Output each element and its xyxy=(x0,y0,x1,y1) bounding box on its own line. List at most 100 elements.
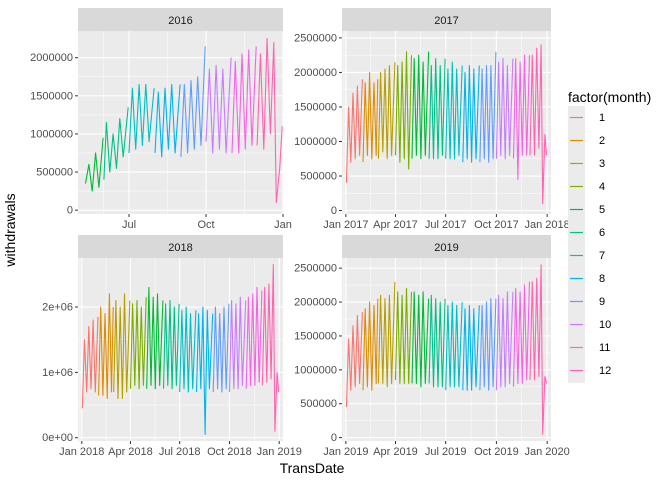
series-line-month-12 xyxy=(256,38,283,204)
y-tick-label: 0 xyxy=(331,432,337,444)
legend-item-label: 7 xyxy=(599,250,605,262)
series-lines xyxy=(81,263,280,436)
x-tick-label: Apr 2018 xyxy=(108,446,153,458)
facet-strip-label: 2017 xyxy=(434,15,458,27)
y-tick-label: 1500000 xyxy=(30,90,73,102)
facet-panel-2019: 2019 0 500000 1000000 1500000 2000000 2500000 J… xyxy=(294,235,570,458)
x-tick-label: Oct 2019 xyxy=(474,446,519,458)
legend-item-7: 7 xyxy=(570,250,605,262)
legend-item-6: 6 xyxy=(570,227,605,239)
legend-item-label: 5 xyxy=(599,204,605,216)
x-tick-label: Apr 2019 xyxy=(373,446,418,458)
legend-title: factor(month) xyxy=(568,89,651,105)
series-line-month-5 xyxy=(146,286,164,390)
y-tick-label: 500000 xyxy=(36,167,73,179)
series-line-month-6 xyxy=(162,299,180,390)
x-tick-label: Jan 2019 xyxy=(257,446,302,458)
legend-item-1: 1 xyxy=(570,112,605,124)
series-line-month-9 xyxy=(479,51,497,163)
series-line-month-11 xyxy=(512,54,531,181)
facet-strip xyxy=(342,8,551,31)
series-line-month-12 xyxy=(529,44,548,205)
series-line-month-10 xyxy=(495,58,514,160)
x-tick-label: Jul 2019 xyxy=(425,446,467,458)
series-line-month-11 xyxy=(512,281,531,387)
y-tick-label: 2000000 xyxy=(30,52,73,64)
legend-item-9: 9 xyxy=(570,296,605,308)
y-tick-label: 1000000 xyxy=(30,128,73,140)
panel-background xyxy=(78,31,283,214)
series-line-month-6 xyxy=(103,107,129,180)
y-tick-label: 2500000 xyxy=(294,32,337,44)
facet-strip-label: 2016 xyxy=(168,15,192,27)
series-line-month-10 xyxy=(205,57,232,154)
series-line-month-1 xyxy=(345,312,363,408)
x-tick-label: Oct 2018 xyxy=(207,446,252,458)
x-tick-label: Jan 2018 xyxy=(59,446,104,458)
legend-item-2: 2 xyxy=(570,135,605,147)
facet-panel-2016: 2016 0 500000 1000000 1500000 2000000 Jul Oct Ja… xyxy=(30,8,292,231)
series-line-month-8 xyxy=(462,64,480,163)
series-line-month-4 xyxy=(394,287,413,384)
facet-strip-label: 2018 xyxy=(168,242,192,254)
y-tick-label: 1500000 xyxy=(294,330,337,342)
series-line-month-2 xyxy=(362,71,379,163)
series-line-month-5 xyxy=(411,51,430,160)
legend-item-8: 8 xyxy=(570,273,605,285)
series-line-month-3 xyxy=(377,62,396,160)
x-tick-label: Oct 2017 xyxy=(474,219,519,231)
legend-item-label: 4 xyxy=(599,181,605,193)
series-line-month-12 xyxy=(529,264,548,435)
y-tick-label: 0e+00 xyxy=(42,432,73,444)
x-tick-label: Oct xyxy=(197,219,214,231)
series-line-month-4 xyxy=(129,297,147,390)
series-line-month-2 xyxy=(362,298,379,391)
facet-panel-2017: 2017 0 500000 1000000 1500000 2000000 2500000 J… xyxy=(294,8,570,231)
x-tick-label: Jan 2020 xyxy=(525,446,570,458)
series-line-month-8 xyxy=(462,304,480,391)
legend-item-label: 10 xyxy=(599,319,611,331)
x-tick-label: Jan 2019 xyxy=(323,446,368,458)
legend-item-label: 2 xyxy=(599,135,605,147)
series-line-month-7 xyxy=(179,306,197,393)
y-tick-label: 0 xyxy=(331,205,337,217)
series-lines xyxy=(345,44,548,205)
series-lines xyxy=(84,38,283,204)
facet-panel-2018: 2018 0e+00 1e+06 2e+06 Jan 2018 Apr 2018 Jul 2… xyxy=(42,235,302,458)
legend-item-4: 4 xyxy=(570,181,605,193)
y-axis-title: withdrawals xyxy=(2,193,18,267)
series-line-month-6 xyxy=(428,58,446,160)
x-tick-label: Jul 2018 xyxy=(159,446,201,458)
x-tick-label: Jan xyxy=(274,219,292,231)
y-tick-label: 500000 xyxy=(300,171,337,183)
x-tick-label: Jan 2018 xyxy=(525,219,570,231)
legend-item-label: 6 xyxy=(599,227,605,239)
facet-panels: 2016 0 500000 1000000 1500000 2000000 Jul Oct Ja… xyxy=(30,8,570,458)
series-line-month-10 xyxy=(495,291,514,391)
legend-item-label: 8 xyxy=(599,273,605,285)
y-tick-label: 2000000 xyxy=(294,67,337,79)
series-line-month-7 xyxy=(445,61,463,160)
y-tick-label: 1500000 xyxy=(294,101,337,113)
series-line-month-6 xyxy=(428,294,446,388)
x-axis-title: TransDate xyxy=(280,460,345,476)
legend-item-label: 3 xyxy=(599,158,605,170)
series-line-month-11 xyxy=(231,46,257,154)
legend-item-label: 11 xyxy=(599,342,610,354)
y-tick-label: 1000000 xyxy=(294,364,337,376)
legend-item-label: 12 xyxy=(599,365,611,377)
y-tick-label: 0 xyxy=(67,205,73,217)
series-line-month-8 xyxy=(195,306,214,436)
series-line-month-9 xyxy=(180,46,206,157)
series-line-month-12 xyxy=(261,263,280,432)
y-tick-label: 2000000 xyxy=(294,297,337,309)
y-tick-label: 500000 xyxy=(300,398,337,410)
series-line-month-3 xyxy=(113,293,131,400)
facet-strip-label: 2019 xyxy=(434,242,458,254)
series-line-month-7 xyxy=(128,83,155,154)
x-tick-label: Jan 2017 xyxy=(323,219,368,231)
series-line-month-4 xyxy=(394,51,413,170)
